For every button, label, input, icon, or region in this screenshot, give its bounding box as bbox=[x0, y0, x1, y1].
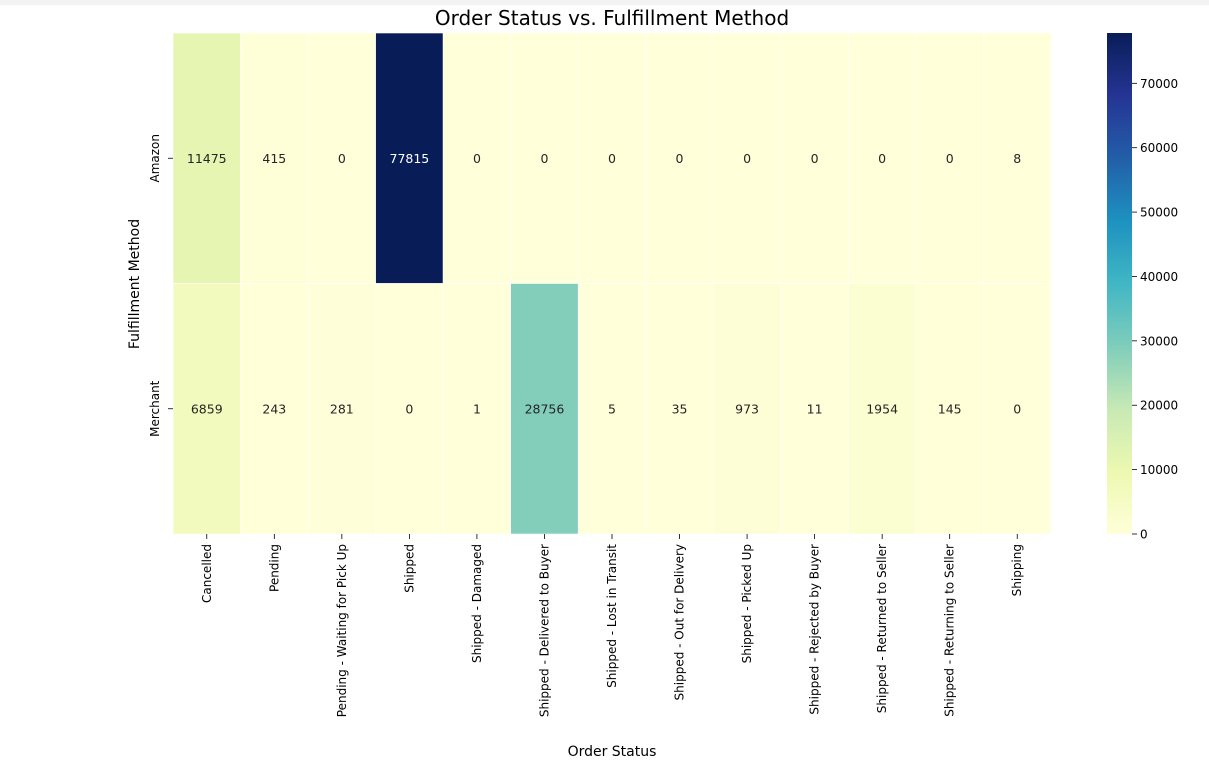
y-tick-label: Merchant bbox=[148, 380, 162, 437]
x-tick-label: Shipped - Returned to Seller bbox=[875, 544, 889, 713]
cell-value-label: 145 bbox=[938, 401, 962, 416]
cell-value-label: 0 bbox=[1013, 401, 1021, 416]
x-tick-label: Pending bbox=[267, 544, 281, 592]
x-tick-label: Shipped - Picked Up bbox=[740, 544, 754, 663]
colorbar-tick-label: 20000 bbox=[1140, 399, 1178, 413]
x-axis-label: Order Status bbox=[568, 744, 657, 760]
heatmap-cells: 11475 415 0 77815 0 0 0 0 0 0 0 0 8 6859 243 281 0 1 28756… bbox=[172, 32, 1052, 535]
cell-value-label: 281 bbox=[330, 401, 354, 416]
cell-value-label: 11 bbox=[807, 401, 823, 416]
cell-value-label: 0 bbox=[743, 151, 751, 166]
cell-value-label: 243 bbox=[262, 401, 286, 416]
cell-value-label: 0 bbox=[811, 151, 819, 166]
x-tick-label: Shipped - Returning to Seller bbox=[943, 544, 957, 717]
heatmap-cell bbox=[172, 32, 241, 284]
cell-value-label: 415 bbox=[262, 151, 286, 166]
cell-value-label: 35 bbox=[672, 401, 688, 416]
x-tick-labels: Cancelled Pending Pending - Waiting for Pi… bbox=[200, 534, 1024, 717]
cell-value-label: 0 bbox=[540, 151, 548, 166]
colorbar-tick-label: 30000 bbox=[1140, 334, 1178, 348]
y-tick-labels: Amazon Merchant bbox=[148, 134, 173, 437]
cell-value-label: 1 bbox=[473, 401, 481, 416]
cell-value-label: 0 bbox=[405, 401, 413, 416]
heatmap-cell bbox=[645, 32, 714, 284]
heatmap-cell bbox=[577, 283, 647, 535]
y-tick-label: Amazon bbox=[148, 134, 162, 183]
colorbar-tick-label: 70000 bbox=[1140, 77, 1178, 91]
cell-value-label: 5 bbox=[608, 401, 616, 416]
y-axis-label: Fulfillment Method bbox=[127, 219, 143, 349]
x-tick-label: Shipped - Rejected by Buyer bbox=[808, 544, 822, 715]
heatmap-cell bbox=[848, 32, 917, 284]
x-tick-label: Cancelled bbox=[200, 544, 214, 603]
cell-value-label: 6859 bbox=[191, 401, 223, 416]
cell-value-label: 11475 bbox=[187, 151, 227, 166]
colorbar-tick-label: 50000 bbox=[1140, 206, 1178, 220]
heatmap-cell bbox=[442, 283, 511, 535]
x-tick-label: Shipped - Damaged bbox=[470, 544, 484, 663]
heatmap-cell bbox=[307, 283, 376, 535]
heatmap-cell bbox=[375, 32, 444, 284]
cell-value-label: 0 bbox=[946, 151, 954, 166]
heatmap-cell bbox=[510, 283, 579, 535]
cell-value-label: 8 bbox=[1013, 151, 1021, 166]
heatmap-cell bbox=[915, 32, 984, 284]
x-tick-label: Pending - Waiting for Pick Up bbox=[335, 544, 349, 717]
cell-value-label: 0 bbox=[473, 151, 481, 166]
cell-value-label: 0 bbox=[608, 151, 616, 166]
cell-value-label: 77815 bbox=[390, 151, 430, 166]
cell-value-label: 0 bbox=[338, 151, 346, 166]
colorbar-tick-label: 10000 bbox=[1140, 463, 1178, 477]
top-bar bbox=[0, 0, 1209, 5]
heatmap-cell bbox=[780, 283, 849, 535]
heatmap-cell bbox=[983, 283, 1052, 535]
heatmap-cell bbox=[780, 32, 849, 284]
heatmap-cell bbox=[645, 283, 714, 535]
colorbar-ticks: 0 10000 20000 30000 40000 50000 60000 70000 bbox=[1132, 77, 1178, 542]
chart-title: Order Status vs. Fulfillment Method bbox=[435, 6, 789, 30]
colorbar-tick-label: 60000 bbox=[1140, 141, 1178, 155]
colorbar-tick-label: 40000 bbox=[1140, 270, 1178, 284]
cell-value-label: 1954 bbox=[866, 401, 898, 416]
heatmap-cell bbox=[375, 283, 444, 535]
colorbar bbox=[1107, 33, 1132, 534]
heatmap-cell bbox=[240, 32, 309, 284]
x-tick-label: Shipped - Out for Delivery bbox=[673, 544, 687, 700]
heatmap-cell bbox=[983, 32, 1052, 284]
heatmap-cell bbox=[848, 283, 917, 535]
heatmap-cell bbox=[713, 32, 782, 284]
cell-value-label: 0 bbox=[878, 151, 886, 166]
cell-value-label: 973 bbox=[735, 401, 759, 416]
x-tick-label: Shipping bbox=[1010, 544, 1024, 596]
heatmap-cell bbox=[915, 283, 984, 535]
cell-value-label: 0 bbox=[676, 151, 684, 166]
colorbar-tick-label: 0 bbox=[1140, 528, 1148, 542]
cell-value-label: 28756 bbox=[525, 401, 565, 416]
x-tick-label: Shipped - Lost in Transit bbox=[605, 544, 619, 688]
x-tick-label: Shipped bbox=[402, 544, 416, 593]
heatmap-cell bbox=[240, 283, 309, 535]
x-tick-label: Shipped - Delivered to Buyer bbox=[537, 544, 551, 717]
